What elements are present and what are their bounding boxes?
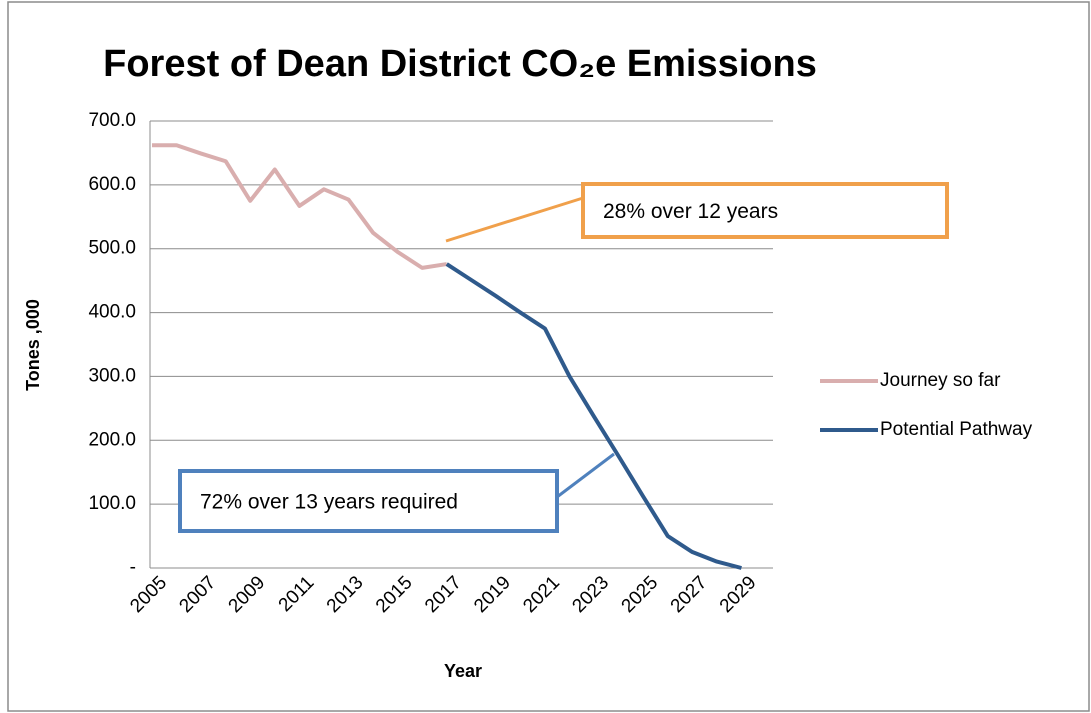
annotation-box bbox=[178, 469, 559, 533]
y-tick-label: 300.0 bbox=[88, 365, 136, 386]
annotation-text: 72% over 13 years required bbox=[200, 491, 458, 514]
y-tick-label: 100.0 bbox=[88, 493, 136, 514]
legend-label: Journey so far bbox=[880, 370, 1001, 391]
chart-title: Forest of Dean District CO₂e Emissions bbox=[103, 43, 817, 85]
annotation-text: 28% over 12 years bbox=[603, 200, 778, 223]
y-axis-label: Tones ,000 bbox=[23, 299, 43, 391]
series-line bbox=[445, 262, 742, 570]
annotation-leader bbox=[556, 452, 615, 499]
y-tick-label: 700.0 bbox=[88, 110, 136, 131]
x-axis-label: Year bbox=[444, 661, 482, 681]
y-tick-label: 600.0 bbox=[88, 174, 136, 195]
annotation-leader bbox=[445, 196, 584, 243]
annotation-box bbox=[581, 182, 949, 239]
chart-border bbox=[7, 1, 1090, 712]
y-tick-label: 400.0 bbox=[88, 302, 136, 323]
legend-label: Potential Pathway bbox=[880, 419, 1033, 440]
series-line bbox=[152, 143, 448, 270]
y-tick-label: 200.0 bbox=[88, 429, 136, 450]
y-tick-label: 500.0 bbox=[88, 238, 136, 259]
y-tick-label: - bbox=[130, 557, 136, 578]
